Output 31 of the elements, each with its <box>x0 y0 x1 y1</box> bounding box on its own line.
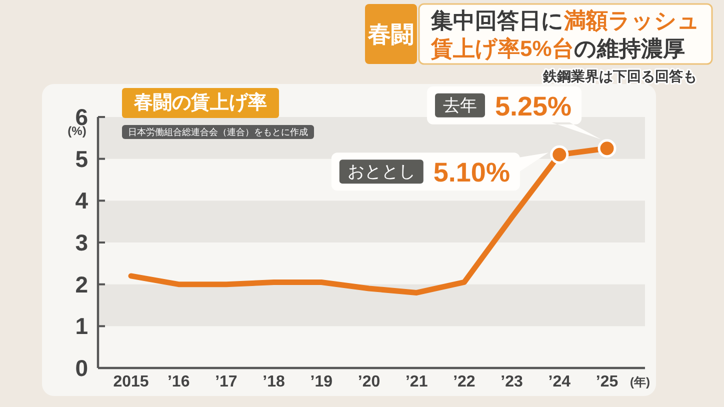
x-tick-label: ’20 <box>358 374 380 390</box>
text: 満額ラッシュ <box>563 8 700 32</box>
x-tick-label: ’16 <box>167 374 190 390</box>
annotation: 5.10% <box>433 158 510 188</box>
annotation: 日本労働組合総連合会（連合）をもとに作成 <box>128 127 308 137</box>
annotation: おととし <box>347 162 416 182</box>
y-tick-label: 0 <box>75 355 88 381</box>
y-tick-label: 5 <box>75 146 88 172</box>
text: 集中回答日に <box>430 8 564 32</box>
x-tick-label: ’22 <box>453 374 476 390</box>
x-tick-label: ’19 <box>310 374 333 390</box>
y-tick-label: 2 <box>75 271 88 298</box>
x-tick-label: ’24 <box>548 374 571 390</box>
x-axis-title: (年) <box>630 375 650 389</box>
text: 春闘 <box>367 21 414 47</box>
x-tick-label: ’23 <box>500 374 524 390</box>
x-tick-label: ’17 <box>215 374 238 390</box>
x-tick-label: ’18 <box>262 374 286 390</box>
chart-subtitle: 鉄鋼業界は下回る回答も <box>542 68 697 84</box>
y-tick-label: 4 <box>75 188 88 214</box>
callout: おととし 5.10% <box>331 152 548 191</box>
text: 賃上げ率5%台 <box>430 36 574 60</box>
text: の維持濃厚 <box>574 36 685 60</box>
x-tick-label: 2015 <box>113 374 149 390</box>
annotation: 5.25% <box>495 91 572 122</box>
x-tick-label: ’25 <box>596 374 618 390</box>
chart-title: 春闘の賃上げ率 <box>133 92 267 114</box>
callout: 去年 5.25% <box>427 86 601 140</box>
y-tick-label: 3 <box>75 230 88 256</box>
x-tick-label: ’21 <box>405 374 428 390</box>
y-tick-label: 1 <box>75 313 88 340</box>
